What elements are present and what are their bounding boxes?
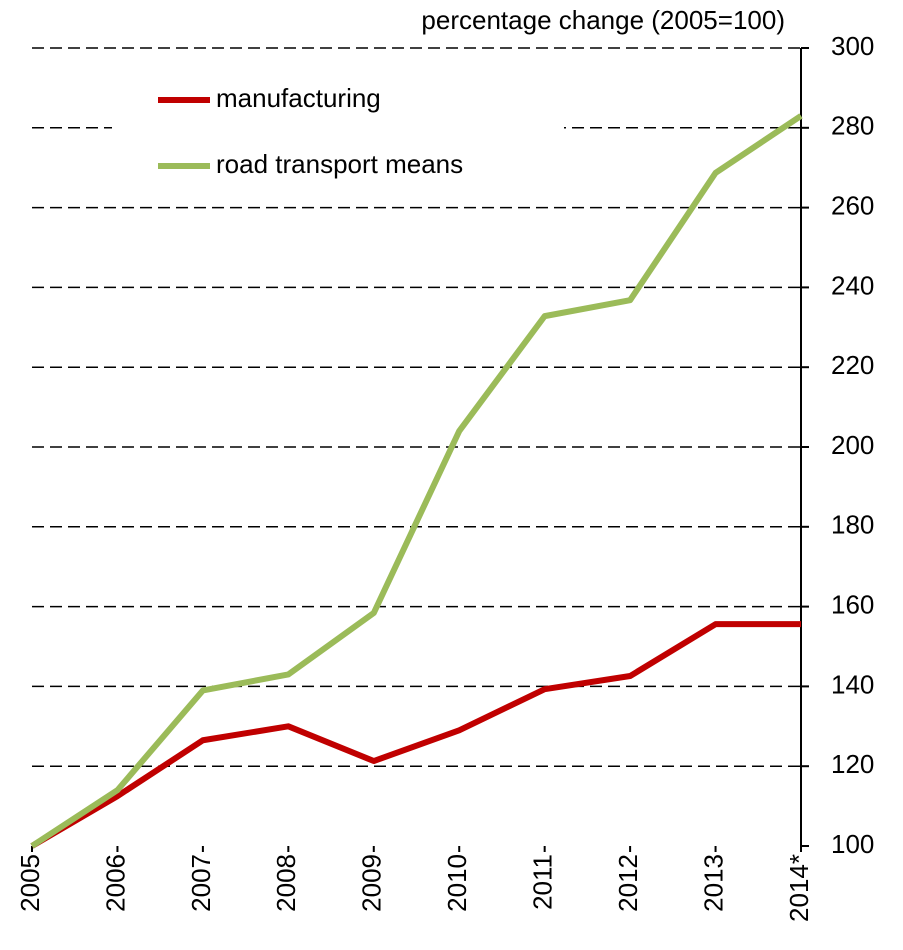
- series-line: [30, 113, 803, 849]
- y-tick-label: 260: [831, 190, 874, 220]
- y-tick-label: 240: [831, 270, 874, 300]
- y-tick-label: 220: [831, 350, 874, 380]
- y-tick-label: 120: [831, 749, 874, 779]
- y-tick-label: 140: [831, 669, 874, 699]
- legend-label: road transport means: [216, 149, 463, 179]
- y-tick-label: 200: [831, 430, 874, 460]
- x-tick-label: 2012: [613, 854, 643, 912]
- series-line: [30, 621, 801, 849]
- legend-box: [112, 70, 564, 190]
- legend: manufacturing road transport means: [112, 70, 564, 190]
- x-tick-label: 2011: [528, 854, 558, 910]
- x-tick-label: 2009: [357, 854, 387, 912]
- y-tick-label: 300: [831, 31, 874, 61]
- y-tick-label: 160: [831, 589, 874, 619]
- x-tick-label: 2008: [271, 854, 301, 912]
- x-tick-label: 2007: [186, 854, 216, 912]
- legend-label: manufacturing: [216, 83, 381, 113]
- x-tick-label: 2005: [15, 854, 45, 912]
- x-tick-label: 2014*: [784, 854, 814, 922]
- x-tick-label: 2013: [698, 854, 728, 912]
- x-tick-label: 2006: [100, 854, 130, 912]
- x-tick-label: 2010: [442, 854, 472, 912]
- y-tick-label: 280: [831, 111, 874, 141]
- y-tick-label: 180: [831, 510, 874, 540]
- axis-label: percentage change (2005=100): [421, 5, 785, 35]
- y-tick-label: 100: [831, 829, 874, 859]
